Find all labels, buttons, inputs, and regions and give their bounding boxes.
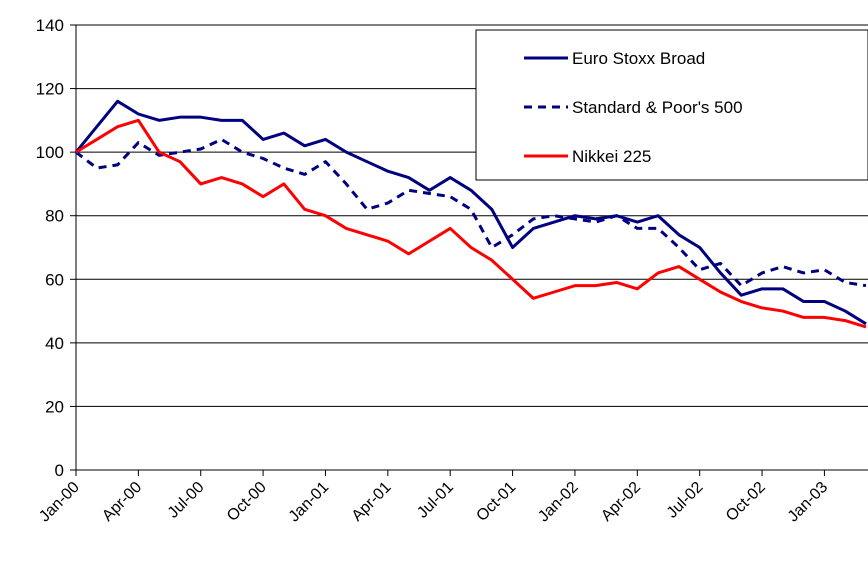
legend-label: Euro Stoxx Broad bbox=[572, 49, 705, 68]
y-tick-label: 60 bbox=[45, 270, 64, 289]
data-line bbox=[74, 99, 867, 326]
y-tick-label: 100 bbox=[36, 143, 64, 162]
y-tick-label: 0 bbox=[55, 461, 64, 480]
x-tick-label: Oct-02 bbox=[723, 479, 769, 525]
x-tick-label: Jan-03 bbox=[785, 479, 832, 526]
data-line bbox=[75, 118, 867, 329]
x-tick-label: Jan-01 bbox=[286, 479, 333, 526]
y-tick-label: 120 bbox=[36, 80, 64, 99]
y-tick-label: 40 bbox=[45, 334, 64, 353]
x-tick-label: Jul-00 bbox=[165, 479, 208, 522]
x-tick-label: Jul-02 bbox=[664, 479, 707, 522]
x-tick-label: Apr-01 bbox=[349, 479, 395, 525]
x-tick-label: Jan-00 bbox=[36, 479, 83, 526]
x-tick-label: Oct-01 bbox=[473, 479, 519, 525]
legend-label: Nikkei 225 bbox=[572, 147, 651, 166]
x-tick-label: Jul-01 bbox=[414, 479, 457, 522]
x-tick-label: Oct-00 bbox=[224, 479, 270, 525]
legend: Euro Stoxx Broad Standard & Poor's 500 Nik… bbox=[475, 29, 868, 181]
y-tick-label: 80 bbox=[45, 207, 64, 226]
x-tick-label: Apr-02 bbox=[598, 479, 644, 525]
y-tick-label: 140 bbox=[36, 16, 64, 35]
y-tick-label: 20 bbox=[45, 397, 64, 416]
x-tick-label: Apr-00 bbox=[99, 479, 145, 525]
x-tick-label: Jan-02 bbox=[535, 479, 582, 526]
legend-label: Standard & Poor's 500 bbox=[572, 98, 743, 117]
